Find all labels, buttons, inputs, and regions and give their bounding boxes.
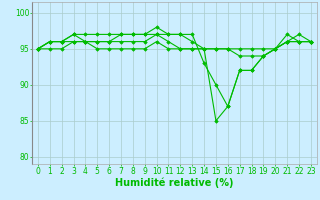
X-axis label: Humidité relative (%): Humidité relative (%) [115, 177, 234, 188]
